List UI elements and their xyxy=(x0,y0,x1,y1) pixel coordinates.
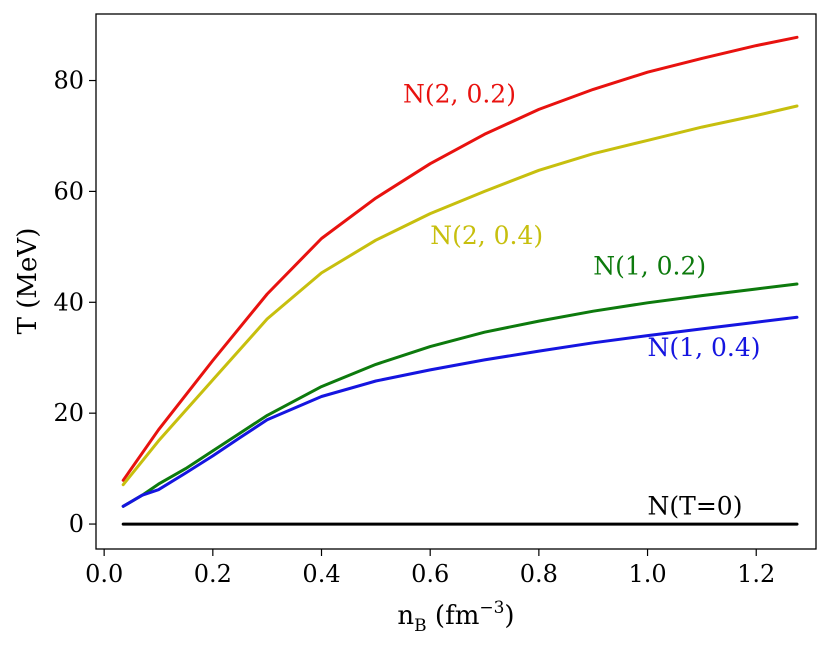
y-tick-label: 20 xyxy=(53,399,84,427)
y-tick-label: 80 xyxy=(53,67,84,95)
x-tick-label: 0.2 xyxy=(194,560,232,588)
x-tick-label: 1.2 xyxy=(737,560,775,588)
series-label-n-2-0-2: N(2, 0.2) xyxy=(403,80,516,109)
y-tick-label: 0 xyxy=(69,510,84,538)
x-axis-label-unit-close: ) xyxy=(504,601,514,631)
x-axis-label-unit-open: (fm xyxy=(427,601,480,631)
series-annotations: N(2, 0.2) N(2, 0.4) N(1, 0.2) N(1, 0.4) N(T=… xyxy=(403,80,760,521)
axis-ticks: 0.0 0.2 0.4 0.6 0.8 1.0 1.2 0 20 40 60 80 xyxy=(53,67,775,588)
y-axis-label: T (MeV) xyxy=(13,228,43,335)
x-axis-label-main: n xyxy=(397,601,414,631)
x-tick-label: 0.0 xyxy=(85,560,123,588)
y-tick-label: 40 xyxy=(53,288,84,316)
x-tick-label: 1.0 xyxy=(628,560,666,588)
x-tick-label: 0.4 xyxy=(302,560,340,588)
x-axis-label-subscript: B xyxy=(414,616,427,636)
x-axis-label: nB (fm−3) xyxy=(397,598,514,636)
data-series xyxy=(121,35,799,526)
series-line-n-2-0-2 xyxy=(121,35,799,482)
series-label-n-2-0-4: N(2, 0.4) xyxy=(430,221,543,250)
x-axis-label-superscript: −3 xyxy=(479,598,504,618)
series-label-n-1-0-2: N(1, 0.2) xyxy=(593,252,706,281)
series-label-n-t-0: N(T=0) xyxy=(648,492,743,521)
series-line-n-1-0-2 xyxy=(121,282,799,508)
plot-frame xyxy=(95,13,817,550)
series-line-n-2-0-4 xyxy=(121,104,799,487)
series-line-n-1-0-4 xyxy=(121,315,799,508)
x-tick-label: 0.6 xyxy=(411,560,449,588)
series-label-n-1-0-4: N(1, 0.4) xyxy=(648,333,761,362)
x-tick-label: 0.8 xyxy=(520,560,558,588)
y-tick-label: 60 xyxy=(53,177,84,205)
